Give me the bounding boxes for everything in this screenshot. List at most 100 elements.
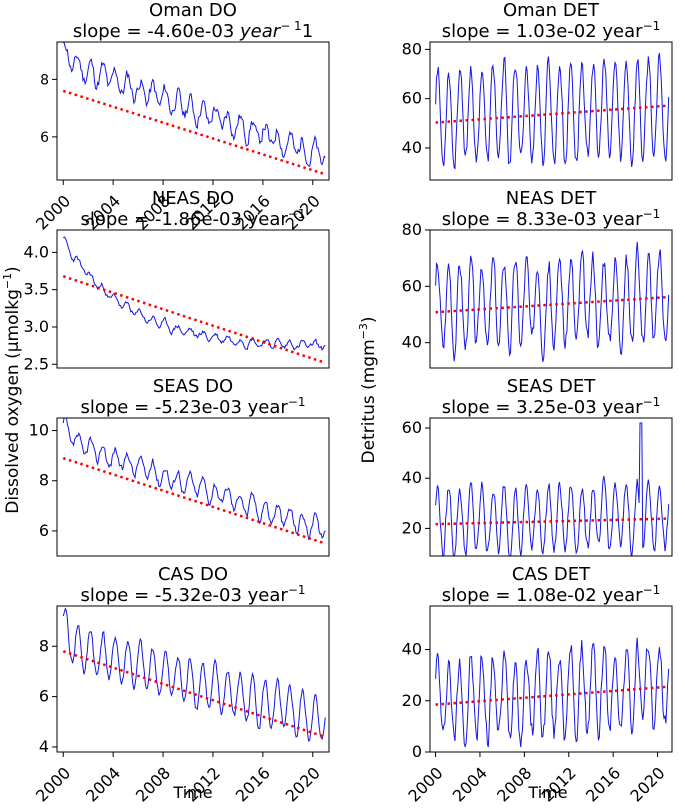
- slope-exponent: − 1: [280, 19, 302, 33]
- slope-tail: 1: [302, 21, 313, 42]
- ytick-label: 8: [39, 636, 49, 655]
- ytick-label: 60: [402, 276, 422, 295]
- slope-exponent: −1: [643, 395, 661, 409]
- slope-text: slope = 3.25e-03 year: [442, 397, 643, 418]
- chart-title: SEAS DET: [507, 376, 596, 397]
- ytick-label: 2.5: [24, 354, 49, 373]
- ytick-label: 40: [402, 640, 422, 659]
- left-ylabel: Dissolved oxygen (μmolkg−1): [1, 266, 23, 513]
- plot-frame: [429, 605, 673, 753]
- xtick-label: 2004: [449, 763, 491, 804]
- slope-text: slope = 1.03e-02 year: [442, 21, 643, 42]
- trend-line: [62, 275, 326, 364]
- xtick-label: 2020: [282, 763, 324, 804]
- plot-frame: [429, 229, 673, 369]
- plot-frame: [56, 417, 330, 557]
- plot-frame: [56, 605, 330, 753]
- series-line: [435, 422, 670, 556]
- xtick-label: 2020: [626, 763, 668, 804]
- chart-slope-title: slope = -4.60e-03 year− 11: [73, 19, 313, 42]
- slope-exponent: −1: [643, 19, 661, 33]
- ytick-label: 6: [40, 130, 49, 146]
- plot-frame: [429, 41, 673, 181]
- right-ylabel: Detritus (mgm−3): [357, 316, 379, 463]
- slope-exponent: −1: [288, 207, 306, 221]
- slope-text: slope = -1.86e-03 year: [80, 209, 288, 230]
- series-line: [62, 418, 326, 541]
- plot-frame: [56, 229, 330, 369]
- right-xlabel: Time: [527, 783, 567, 802]
- slope-unit: year: [239, 21, 282, 42]
- series-line: [62, 236, 326, 351]
- slope-exponent: −1: [288, 395, 306, 409]
- ytick-label: 8: [40, 72, 49, 88]
- trend-line: [62, 456, 326, 545]
- ytick-label: 0: [412, 742, 422, 761]
- ytick-label: 60: [402, 418, 422, 437]
- xtick-label: 2004: [82, 763, 124, 804]
- trend-line: [435, 517, 669, 526]
- left-xlabel: Time: [172, 783, 212, 802]
- trend-line: [435, 295, 669, 314]
- series-line: [435, 52, 670, 170]
- slope-text: slope = -5.32e-03 year: [80, 585, 288, 606]
- chart-title: Oman DET: [503, 0, 600, 21]
- ytick-label: 60: [402, 89, 422, 108]
- ytick-label: 10: [29, 421, 49, 440]
- chart-title: Oman DO: [149, 0, 237, 21]
- slope-text: slope = -4.60e-03: [73, 21, 240, 42]
- plot-frame: [429, 417, 673, 557]
- xtick-label: 2008: [132, 763, 174, 804]
- slope-text: slope = 8.33e-03 year: [442, 209, 643, 230]
- chart-title: CAS DET: [512, 564, 591, 585]
- ytick-label: 6: [39, 521, 49, 540]
- ytick-label: 20: [402, 691, 422, 710]
- plot-frame: [56, 41, 330, 181]
- chart-title: NEAS DET: [506, 188, 598, 209]
- trend-line: [62, 89, 326, 176]
- ytick-label: 6: [39, 687, 49, 706]
- trend-line: [62, 650, 326, 739]
- ytick-label: 20: [402, 518, 422, 537]
- slope-exponent: −1: [643, 207, 661, 221]
- xtick-label: 2016: [582, 763, 624, 804]
- ytick-label: 40: [402, 333, 422, 352]
- ytick-label: 3.0: [24, 317, 49, 336]
- slope-exponent: −1: [643, 583, 661, 597]
- chart-title: CAS DO: [158, 564, 228, 585]
- series-line: [435, 637, 670, 748]
- xtick-label: 2000: [32, 191, 74, 233]
- slope-text: slope = -5.23e-03 year: [80, 397, 288, 418]
- chart-title: NEAS DO: [152, 188, 234, 209]
- xtick-label: 2016: [232, 763, 274, 804]
- ytick-label: 3.5: [24, 280, 49, 299]
- ytick-label: 80: [402, 220, 422, 239]
- xtick-label: 2000: [32, 763, 74, 804]
- ytick-label: 4: [39, 737, 49, 756]
- slope-text: slope = 1.08e-02 year: [442, 585, 643, 606]
- series-line: [62, 607, 326, 742]
- chart-slope-title: slope = -5.23e-03 year−1: [80, 395, 305, 418]
- chart-slope-title: slope = 1.08e-02 year−1: [442, 583, 661, 606]
- chart-slope-title: slope = -5.32e-03 year−1: [80, 583, 305, 606]
- ytick-label: 40: [402, 138, 422, 157]
- xtick-label: 2000: [404, 763, 446, 804]
- trend-line: [435, 104, 669, 124]
- ytick-label: 40: [402, 468, 422, 487]
- slope-exponent: −1: [288, 583, 306, 597]
- chart-slope-title: slope = 8.33e-03 year−1: [442, 207, 661, 230]
- chart-slope-title: slope = 1.03e-02 year−1: [442, 19, 661, 42]
- chart-slope-title: slope = -1.86e-03 year−1: [80, 207, 305, 230]
- chart-slope-title: slope = 3.25e-03 year−1: [442, 395, 661, 418]
- series-line: [62, 42, 326, 167]
- ytick-label: 80: [402, 39, 422, 58]
- ytick-label: 4.0: [24, 242, 49, 261]
